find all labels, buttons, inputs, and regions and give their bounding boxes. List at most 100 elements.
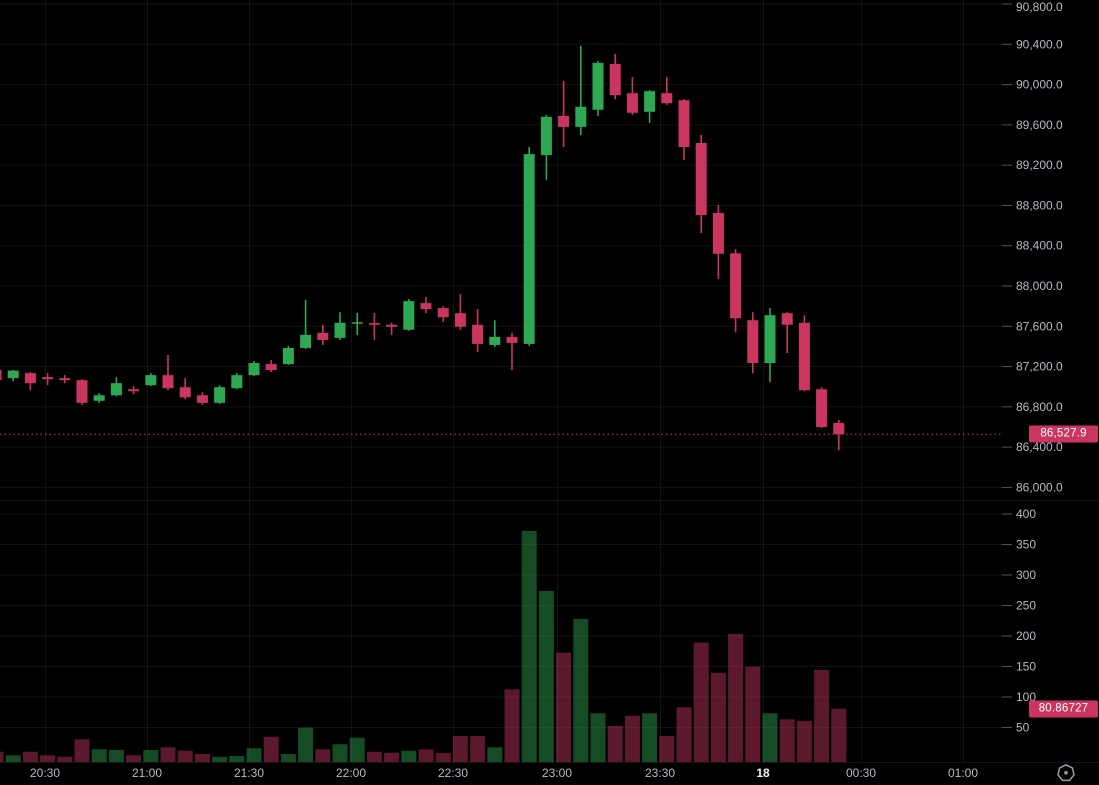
candle-body[interactable] [351, 322, 363, 324]
candle-body[interactable] [179, 387, 191, 398]
candle-body[interactable] [712, 212, 724, 254]
volume-bar[interactable] [91, 749, 107, 762]
candle-body[interactable] [540, 116, 552, 156]
volume-bar[interactable] [796, 720, 812, 762]
candle-body[interactable] [437, 308, 449, 318]
candle-body[interactable] [162, 375, 174, 389]
candle-body[interactable] [798, 322, 810, 391]
volume-bar[interactable] [521, 530, 537, 762]
volume-bar[interactable] [194, 753, 210, 762]
volume-bar[interactable] [366, 751, 382, 762]
candle-body[interactable] [300, 334, 312, 348]
candle-body[interactable] [334, 322, 346, 338]
candle-body[interactable] [231, 375, 243, 389]
volume-bar[interactable] [332, 744, 348, 762]
candle-body[interactable] [609, 63, 621, 96]
candle-body[interactable] [145, 375, 157, 386]
candle-body[interactable] [7, 370, 19, 379]
candle-body[interactable] [592, 62, 604, 110]
candle-body[interactable] [317, 332, 329, 340]
volume-bar[interactable] [246, 748, 262, 762]
volume-bar[interactable] [315, 749, 331, 762]
candle-body[interactable] [282, 347, 294, 365]
volume-bar[interactable] [693, 642, 709, 762]
volume-bar[interactable] [74, 739, 90, 762]
candle-body[interactable] [128, 389, 140, 392]
volume-bar[interactable] [573, 618, 589, 762]
candle-body[interactable] [626, 93, 638, 113]
volume-bar[interactable] [607, 725, 623, 762]
volume-bar[interactable] [229, 755, 245, 762]
candle-body[interactable] [695, 143, 707, 216]
volume-bar[interactable] [556, 652, 572, 762]
volume-bar[interactable] [401, 750, 417, 762]
candle-body[interactable] [644, 91, 656, 112]
candle-body[interactable] [93, 395, 105, 401]
volume-bar[interactable] [762, 713, 778, 762]
volume-bar[interactable] [349, 737, 365, 762]
candle-body[interactable] [420, 303, 432, 310]
volume-bar[interactable] [624, 715, 640, 762]
candle-body[interactable] [747, 320, 759, 364]
volume-bar[interactable] [40, 755, 56, 762]
candle-body[interactable] [214, 387, 226, 403]
candle-body[interactable] [558, 115, 570, 127]
candle-body[interactable] [489, 336, 501, 345]
candle-body[interactable] [248, 363, 260, 376]
volume-bar[interactable] [212, 756, 228, 762]
volume-bar[interactable] [263, 736, 279, 762]
volume-bar[interactable] [452, 736, 468, 762]
candle-body[interactable] [368, 323, 380, 325]
volume-bar[interactable] [435, 753, 451, 762]
volume-bar[interactable] [177, 750, 193, 762]
candle-body[interactable] [678, 100, 690, 148]
candle-body[interactable] [506, 336, 518, 343]
candle-body[interactable] [76, 380, 88, 403]
volume-bar[interactable] [126, 755, 142, 762]
volume-bar[interactable] [590, 713, 606, 762]
candle-body[interactable] [730, 253, 742, 319]
volume-bar[interactable] [538, 590, 554, 762]
volume-bar[interactable] [280, 753, 296, 762]
price-axis[interactable]: 90,800.0 90,400.0 90,000.0 89,600.0 89,200.0… [1002, 0, 1063, 494]
candle-body[interactable] [781, 313, 793, 325]
candle-body[interactable] [386, 324, 398, 327]
price-pane[interactable] [0, 45, 1002, 451]
candle-body[interactable] [42, 377, 54, 380]
volume-bar[interactable] [710, 672, 726, 762]
volume-bar[interactable] [831, 708, 847, 762]
volume-bar[interactable] [659, 735, 675, 762]
candle-body[interactable] [816, 389, 828, 427]
candle-body[interactable] [764, 315, 776, 364]
volume-bar[interactable] [57, 756, 73, 762]
volume-pane[interactable] [0, 530, 847, 762]
volume-bar[interactable] [22, 751, 38, 762]
volume-bar[interactable] [470, 736, 486, 762]
candle-body[interactable] [403, 301, 415, 330]
volume-bar[interactable] [728, 633, 744, 762]
candle-body[interactable] [454, 313, 466, 327]
candle-body[interactable] [661, 93, 673, 104]
volume-bar[interactable] [108, 750, 124, 762]
candle-body[interactable] [833, 422, 845, 435]
candle-body[interactable] [0, 370, 2, 381]
volume-bar[interactable] [143, 750, 159, 762]
candle-body[interactable] [59, 378, 71, 381]
time-axis[interactable]: 20:30 21:00 21:30 22:00 22:30 23:00 23:30 18 00:… [30, 766, 978, 780]
volume-bar[interactable] [814, 669, 830, 762]
candle-body[interactable] [523, 154, 535, 344]
volume-bar[interactable] [745, 666, 761, 762]
volume-bar[interactable] [504, 689, 520, 762]
volume-bar[interactable] [418, 749, 434, 762]
candle-body[interactable] [575, 106, 587, 127]
candle-body[interactable] [24, 373, 36, 384]
candle-body[interactable] [265, 364, 277, 371]
candle-body[interactable] [110, 383, 122, 396]
candle-body[interactable] [196, 395, 208, 403]
volume-bar[interactable] [487, 747, 503, 762]
volume-bar[interactable] [5, 755, 21, 762]
volume-bar[interactable] [642, 713, 658, 762]
volume-bar[interactable] [384, 752, 400, 762]
